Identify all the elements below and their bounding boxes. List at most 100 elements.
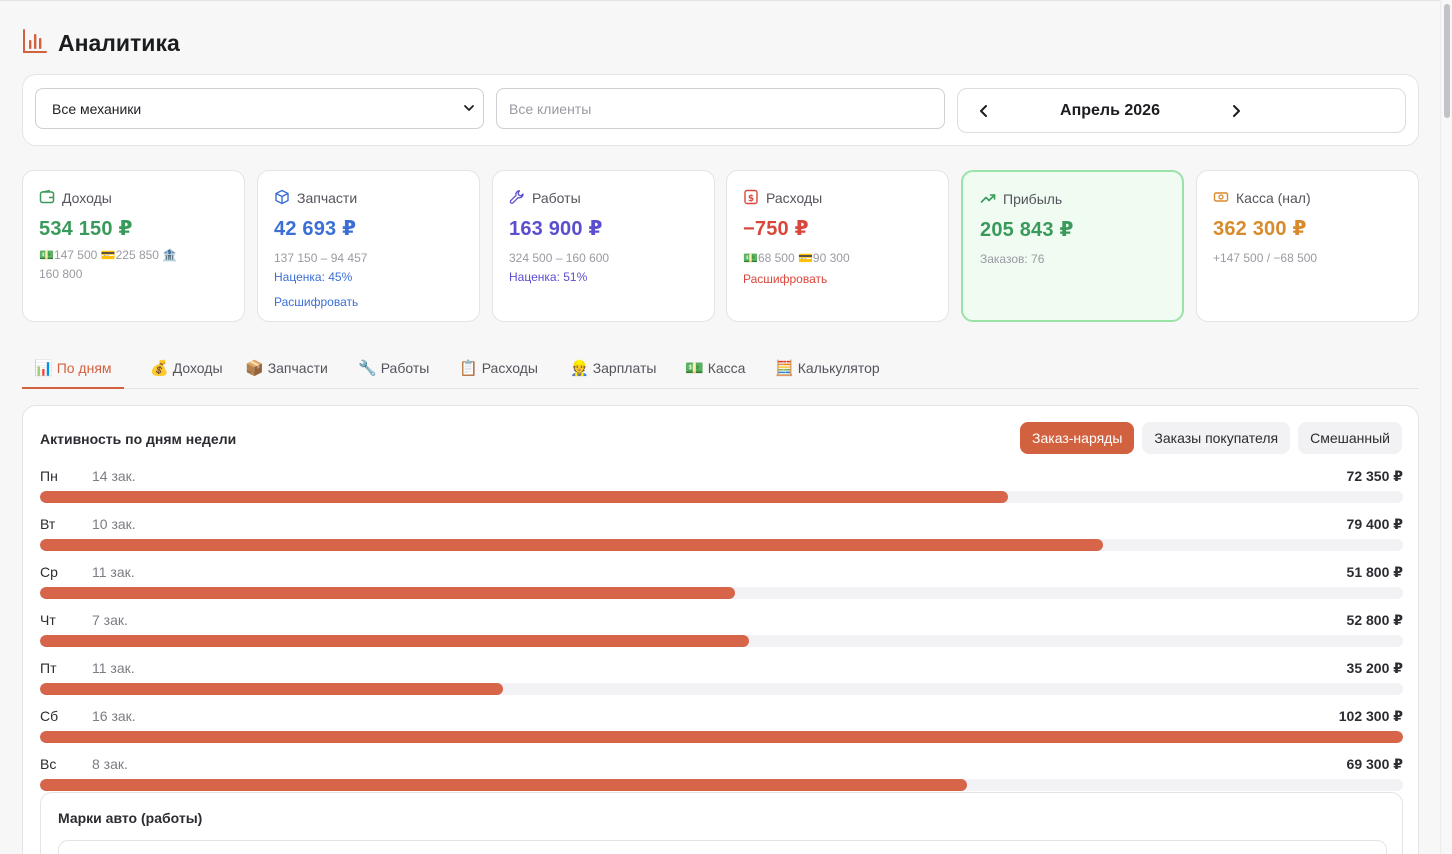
- expenses-decode-link[interactable]: Расшифровать: [743, 272, 828, 286]
- day-row: Ср 11 зак. 51 800 ₽: [40, 564, 1403, 612]
- tab-salaries[interactable]: 👷 Зарплаты: [558, 348, 668, 388]
- scrollbar-thumb[interactable]: [1444, 4, 1450, 118]
- expenses-card-value: −750 ₽: [743, 218, 809, 240]
- chevron-left-icon[interactable]: [974, 101, 994, 121]
- client-search-input[interactable]: [496, 88, 945, 129]
- day-row: Пн 14 зак. 72 350 ₽: [40, 468, 1403, 516]
- mode-mixed-button[interactable]: Смешанный: [1298, 422, 1402, 454]
- day-label: Пн: [40, 468, 58, 484]
- tab-income[interactable]: 💰 Доходы: [138, 348, 235, 388]
- profit-card-title: Прибыль: [1003, 191, 1063, 207]
- day-label: Вт: [40, 516, 56, 532]
- profit-card-value: 205 843 ₽: [980, 219, 1074, 241]
- tab-cash[interactable]: 💵 Касса: [673, 348, 757, 388]
- works-card-markup: Наценка: 51%: [509, 270, 588, 284]
- tab-works[interactable]: 🔧 Работы: [346, 348, 441, 388]
- day-bar-fill: [40, 779, 967, 791]
- tab-by-days-label: По дням: [56, 359, 112, 376]
- income-card[interactable]: Доходы 534 150 ₽ 💵147 500 💳225 850 🏦 160…: [22, 170, 245, 322]
- tab-parts[interactable]: 📦 Запчасти: [233, 348, 340, 388]
- car-brands-section: Марки авто (работы): [40, 792, 1403, 854]
- worker-icon: 👷: [570, 360, 589, 377]
- page-title: Аналитика: [58, 30, 180, 56]
- day-order-count: 8 зак.: [92, 756, 128, 772]
- top-divider: [0, 0, 1440, 1]
- trend-up-icon: [980, 190, 996, 209]
- box-icon: [274, 189, 290, 208]
- wrench-emoji-icon: 🔧: [358, 360, 377, 377]
- works-card-title: Работы: [532, 190, 581, 206]
- day-label: Сб: [40, 708, 59, 724]
- activity-title: Активность по дням недели: [40, 431, 237, 447]
- svg-text:$: $: [748, 193, 754, 203]
- cash-card-flow: +147 500 / −68 500: [1213, 251, 1318, 265]
- chevron-right-icon[interactable]: [1226, 101, 1246, 121]
- day-label: Чт: [40, 612, 56, 628]
- banknote-icon: 💵: [685, 360, 704, 377]
- day-bar-fill: [40, 539, 1104, 551]
- tab-cash-label: Касса: [707, 360, 746, 376]
- car-brands-title: Марки авто (работы): [58, 810, 203, 826]
- summary-cards: Доходы 534 150 ₽ 💵147 500 💳225 850 🏦 160…: [22, 170, 1419, 322]
- mechanic-select[interactable]: Все механики: [35, 88, 484, 129]
- activity-mode-switch: Заказ-наряды Заказы покупателя Смешанный: [1020, 422, 1402, 454]
- day-row: Вт 10 зак. 79 400 ₽: [40, 516, 1403, 564]
- day-bar-track: [40, 683, 1403, 695]
- mode-customer-orders-button[interactable]: Заказы покупателя: [1142, 422, 1291, 454]
- income-card-breakdown: 💵147 500 💳225 850 🏦: [39, 248, 178, 262]
- parts-card-value: 42 693 ₽: [274, 218, 357, 240]
- day-bar-fill: [40, 587, 736, 599]
- cash-icon: [1213, 189, 1229, 208]
- mode-work-orders-button[interactable]: Заказ-наряды: [1020, 422, 1135, 454]
- day-label: Пт: [40, 660, 57, 676]
- parts-card-range: 137 150 – 94 457: [274, 251, 368, 265]
- tab-calculator-label: Калькулятор: [797, 360, 880, 376]
- money-bag-icon: 💰: [150, 360, 169, 377]
- day-row: Чт 7 зак. 52 800 ₽: [40, 612, 1403, 660]
- cash-card[interactable]: Касса (нал) 362 300 ₽ +147 500 / −68 500: [1196, 170, 1419, 322]
- analytics-tabs: 📊 По дням 💰 Доходы 📦 Запчасти 🔧 Работы 📋…: [22, 348, 1419, 389]
- day-label: Ср: [40, 564, 58, 580]
- day-bar-track: [40, 587, 1403, 599]
- day-order-count: 11 зак.: [92, 660, 135, 676]
- day-bar-track: [40, 731, 1403, 743]
- day-bar-track: [40, 779, 1403, 791]
- day-amount: 72 350 ₽: [1346, 468, 1403, 484]
- day-order-count: 11 зак.: [92, 564, 135, 580]
- tab-calculator[interactable]: 🧮 Калькулятор: [763, 348, 892, 388]
- parts-decode-link[interactable]: Расшифровать: [274, 295, 359, 309]
- profit-card[interactable]: Прибыль 205 843 ₽ Заказов: 76: [961, 170, 1184, 322]
- expenses-card-breakdown: 💵68 500 💳90 300: [743, 251, 850, 265]
- tab-works-label: Работы: [380, 360, 430, 376]
- day-bar-fill: [40, 683, 504, 695]
- day-bar-track: [40, 491, 1403, 503]
- works-card-value: 163 900 ₽: [509, 218, 603, 240]
- day-bar-fill: [40, 731, 1403, 743]
- dollar-note-icon: $: [743, 189, 759, 208]
- page-scrollbar[interactable]: [1440, 0, 1452, 854]
- day-amount: 69 300 ₽: [1346, 756, 1403, 772]
- parts-card-title: Запчасти: [297, 190, 358, 206]
- mechanic-select-value: Все механики: [52, 100, 142, 117]
- income-card-value: 534 150 ₽: [39, 218, 133, 240]
- day-amount: 35 200 ₽: [1346, 660, 1403, 676]
- expenses-card[interactable]: $ Расходы −750 ₽ 💵68 500 💳90 300 Расшифр…: [726, 170, 949, 322]
- day-row: Пт 11 зак. 35 200 ₽: [40, 660, 1403, 708]
- clipboard-icon: 📋: [459, 360, 478, 377]
- day-amount: 79 400 ₽: [1346, 516, 1403, 532]
- works-card[interactable]: Работы 163 900 ₽ 324 500 – 160 600 Нацен…: [492, 170, 715, 322]
- tab-expenses[interactable]: 📋 Расходы: [447, 348, 550, 388]
- profit-card-orders: Заказов: 76: [980, 252, 1045, 266]
- filters-bar: Все механики Апрель 2026: [22, 74, 1419, 146]
- month-switcher: Апрель 2026: [957, 88, 1406, 133]
- day-amount: 102 300 ₽: [1338, 708, 1403, 724]
- car-brands-list: [58, 840, 1387, 854]
- day-order-count: 7 зак.: [92, 612, 128, 628]
- chevron-down-icon: [463, 101, 475, 117]
- day-order-count: 14 зак.: [92, 468, 136, 484]
- activity-panel: Активность по дням недели Заказ-наряды З…: [22, 405, 1419, 854]
- day-bar-track: [40, 635, 1403, 647]
- cash-card-title: Касса (нал): [1236, 190, 1311, 206]
- parts-card[interactable]: Запчасти 42 693 ₽ 137 150 – 94 457 Нацен…: [257, 170, 480, 322]
- tab-by-days[interactable]: 📊 По дням: [22, 348, 124, 389]
